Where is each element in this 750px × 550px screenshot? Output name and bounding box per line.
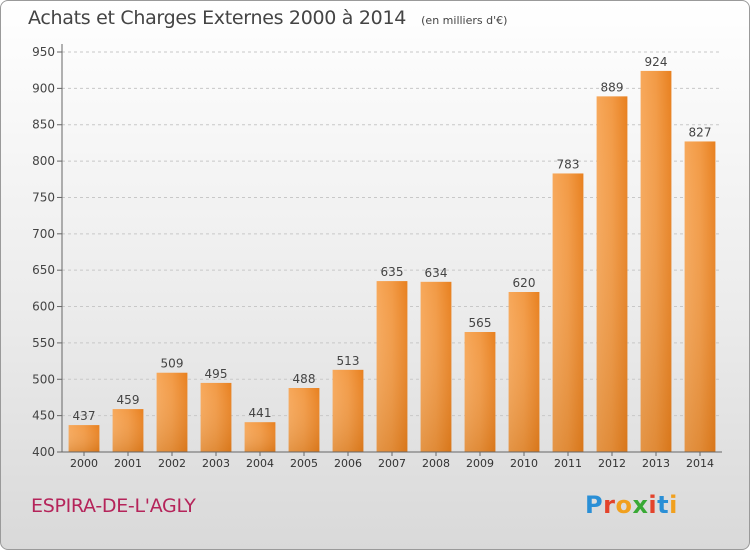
x-tick-label: 2000 [70,457,98,470]
bar-shade [376,281,408,452]
bar-shade [596,96,628,452]
y-tick-label: 900 [32,81,55,95]
bar-shade [464,332,496,452]
chart-title: Achats et Charges Externes 2000 à 2014 [28,7,407,29]
x-tick-label: 2014 [686,457,714,470]
y-tick-label: 450 [32,409,55,423]
bar-shade [156,372,188,452]
y-tick-label: 750 [32,190,55,204]
x-tick-label: 2010 [510,457,538,470]
data-label: 924 [645,55,668,69]
x-tick-label: 2007 [378,457,406,470]
x-tick-label: 2009 [466,457,494,470]
city-name: ESPIRA-DE-L'AGLY [31,495,196,517]
data-label: 509 [161,357,184,371]
data-label: 513 [337,354,360,368]
data-label: 620 [513,276,536,290]
bars-layer: 437 459 509 495 441 488 513 635 634 565 620 783 889 9… [68,55,716,453]
data-label: 565 [469,316,492,330]
logo-letter: o [615,491,633,519]
chart-unit: (en milliers d'€) [421,14,508,27]
logo-letter: t [657,491,670,519]
data-label: 488 [293,372,316,386]
bar-shade [684,141,716,453]
y-tick-label: 600 [32,300,55,314]
logo-letter: i [669,491,678,519]
data-label: 441 [249,406,272,420]
data-label: 783 [557,157,580,171]
chart-title-block: Achats et Charges Externes 2000 à 2014 (… [28,7,507,29]
data-label: 495 [205,367,228,381]
axis-layer: 400 450 500 550 600 650 700 750 800 850 900 950 2000… [32,44,722,470]
y-tick-label: 800 [32,154,55,168]
bar-shade [200,382,232,452]
x-tick-label: 2001 [114,457,142,470]
x-tick-label: 2008 [422,457,450,470]
bar-shade [244,422,276,452]
data-label: 827 [689,125,712,139]
bar-shade [640,70,672,452]
bar-shade [332,369,364,452]
x-tick-label: 2003 [202,457,230,470]
y-tick-label: 400 [32,445,55,459]
x-tick-label: 2005 [290,457,318,470]
data-label: 635 [381,265,404,279]
y-tick-label: 850 [32,118,55,132]
y-tick-label: 550 [32,336,55,350]
x-tick-label: 2002 [158,457,186,470]
bar-shade [112,409,144,452]
logo-letter: P [585,491,604,519]
bar-shade [68,425,100,452]
bar-shade [552,173,584,453]
x-tick-label: 2012 [598,457,626,470]
data-label: 459 [117,393,140,407]
bar-shade [420,281,452,452]
bar-shade [288,388,320,452]
x-tick-label: 2006 [334,457,362,470]
proxiti-logo: Proxiti [585,491,678,519]
x-tick-label: 2013 [642,457,670,470]
y-tick-label: 500 [32,372,55,386]
y-tick-label: 700 [32,227,55,241]
x-tick-label: 2004 [246,457,274,470]
data-label: 889 [601,80,624,94]
y-tick-label: 950 [32,45,55,59]
logo-letter: r [603,491,616,519]
data-label: 437 [73,409,96,423]
bar-shade [508,292,540,452]
logo-letter: i [648,491,658,519]
x-tick-label: 2011 [554,457,582,470]
y-tick-label: 650 [32,263,55,277]
data-label: 634 [425,266,448,280]
logo-letter: x [632,491,649,519]
